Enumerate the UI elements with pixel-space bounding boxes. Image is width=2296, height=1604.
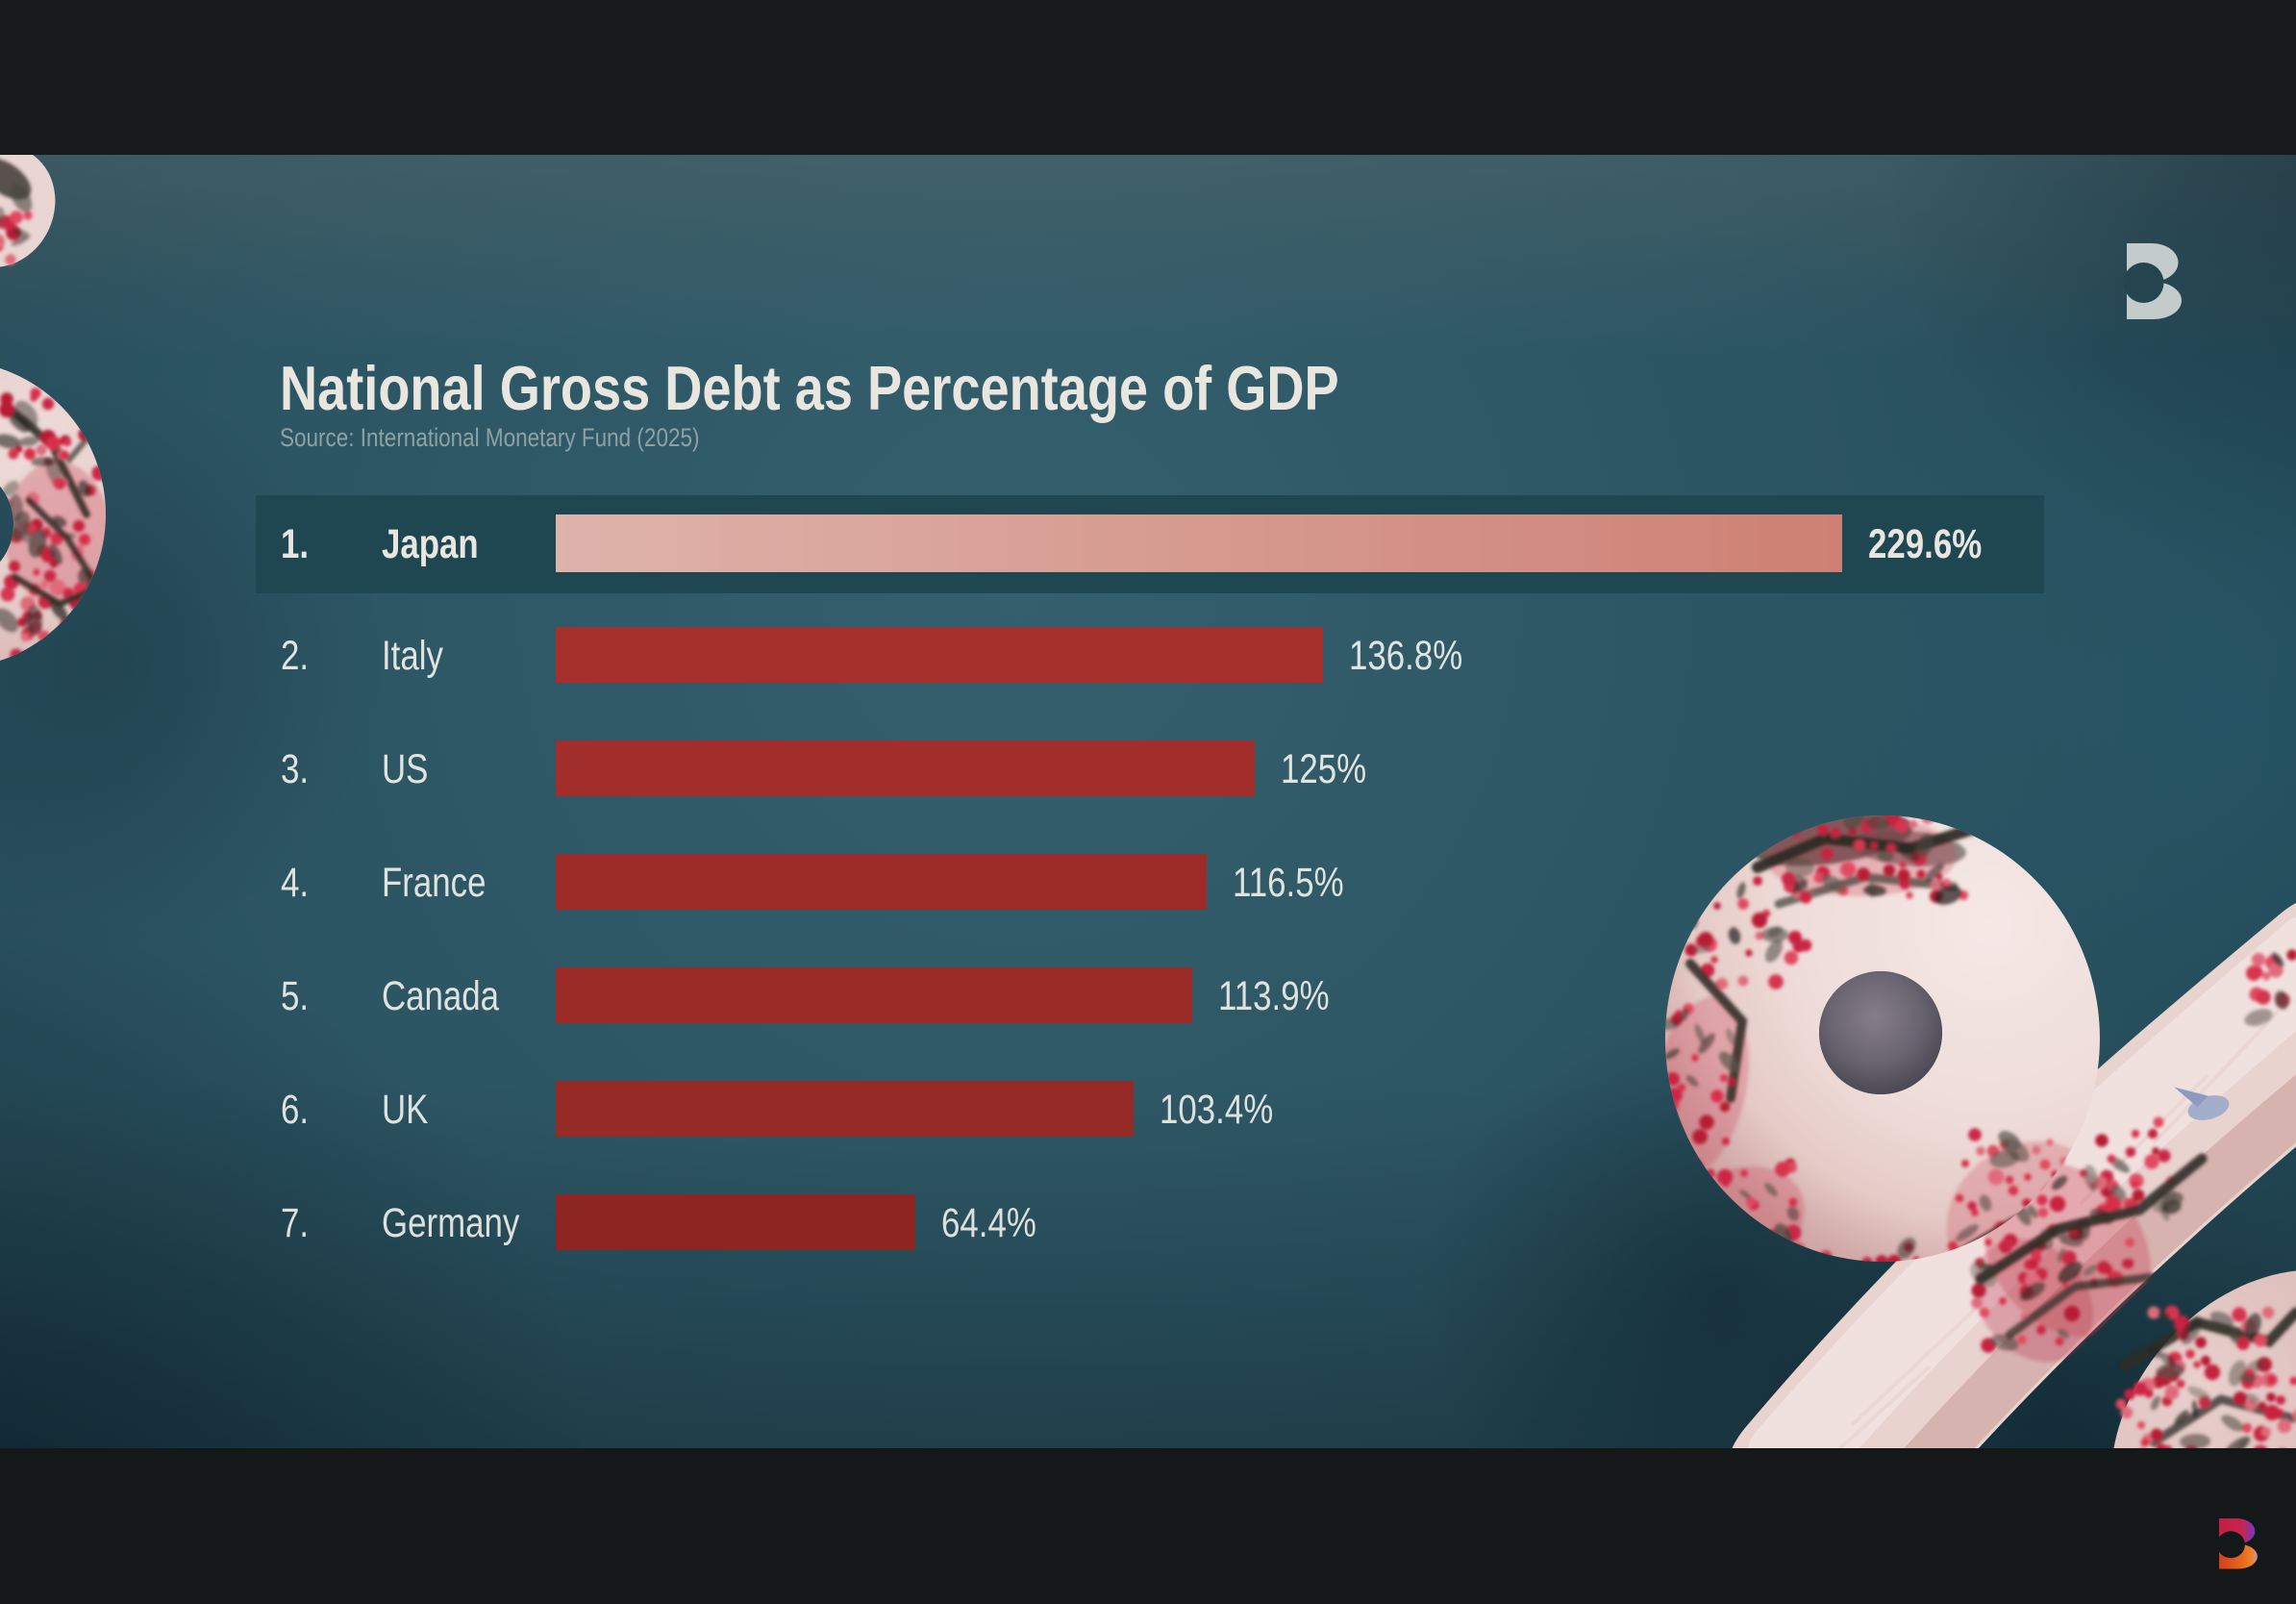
svg-text:125%: 125% [1281, 747, 1366, 792]
svg-text:France: France [382, 861, 486, 906]
svg-text:7.: 7. [281, 1201, 309, 1246]
svg-text:3.: 3. [281, 747, 309, 792]
svg-text:1.: 1. [281, 522, 309, 567]
svg-text:Canada: Canada [382, 974, 499, 1019]
svg-text:Italy: Italy [382, 634, 443, 679]
svg-text:5.: 5. [281, 974, 309, 1019]
svg-text:229.6%: 229.6% [1868, 522, 1982, 567]
svg-text:64.4%: 64.4% [941, 1201, 1036, 1246]
svg-text:6.: 6. [281, 1088, 309, 1133]
svg-text:113.9%: 113.9% [1218, 974, 1330, 1019]
svg-text:2.: 2. [281, 634, 309, 679]
svg-text:116.5%: 116.5% [1233, 861, 1344, 906]
svg-text:National Gross Debt as Percent: National Gross Debt as Percentage of GDP [280, 354, 1339, 424]
svg-text:103.4%: 103.4% [1160, 1088, 1273, 1133]
svg-text:US: US [382, 747, 428, 792]
svg-text:136.8%: 136.8% [1349, 634, 1462, 679]
svg-text:4.: 4. [281, 861, 309, 906]
svg-text:UK: UK [382, 1088, 428, 1133]
svg-text:Germany: Germany [382, 1201, 520, 1246]
svg-text:Source: International Monetary: Source: International Monetary Fund (202… [280, 424, 699, 452]
svg-text:Japan: Japan [382, 522, 479, 567]
